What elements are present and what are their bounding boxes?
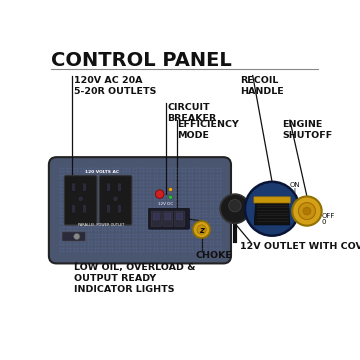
FancyBboxPatch shape bbox=[82, 183, 86, 192]
Polygon shape bbox=[254, 199, 290, 225]
Circle shape bbox=[245, 182, 299, 236]
Circle shape bbox=[197, 225, 206, 234]
Text: z: z bbox=[199, 226, 204, 235]
Circle shape bbox=[168, 188, 172, 192]
FancyBboxPatch shape bbox=[254, 197, 290, 203]
FancyBboxPatch shape bbox=[117, 204, 121, 213]
FancyBboxPatch shape bbox=[72, 204, 76, 213]
FancyBboxPatch shape bbox=[64, 176, 97, 225]
Text: EFFICIENCY
MODE: EFFICIENCY MODE bbox=[177, 120, 238, 140]
Text: 12V OUTLET WITH COVER: 12V OUTLET WITH COVER bbox=[239, 242, 360, 251]
FancyBboxPatch shape bbox=[99, 176, 132, 225]
FancyBboxPatch shape bbox=[107, 183, 111, 192]
Text: CIRCUIT
BREAKER: CIRCUIT BREAKER bbox=[167, 103, 217, 123]
Text: OFF
0: OFF 0 bbox=[322, 213, 335, 225]
Text: ON
I: ON I bbox=[289, 182, 300, 194]
Text: CHOKE: CHOKE bbox=[195, 251, 232, 260]
Circle shape bbox=[156, 190, 164, 198]
Circle shape bbox=[303, 207, 311, 215]
FancyBboxPatch shape bbox=[72, 183, 76, 192]
Circle shape bbox=[229, 199, 241, 212]
Circle shape bbox=[168, 195, 172, 199]
Circle shape bbox=[74, 233, 80, 239]
Circle shape bbox=[292, 197, 322, 226]
FancyBboxPatch shape bbox=[175, 211, 185, 226]
FancyBboxPatch shape bbox=[151, 211, 161, 226]
FancyBboxPatch shape bbox=[148, 208, 189, 229]
Circle shape bbox=[193, 221, 210, 238]
FancyBboxPatch shape bbox=[82, 204, 86, 213]
Circle shape bbox=[78, 196, 84, 202]
Text: PARALLEL POWER OUTLET: PARALLEL POWER OUTLET bbox=[78, 224, 125, 228]
Circle shape bbox=[113, 196, 118, 202]
Text: ENGINE
SHUTOFF: ENGINE SHUTOFF bbox=[282, 120, 332, 140]
FancyBboxPatch shape bbox=[49, 157, 231, 264]
Text: CONTROL PANEL: CONTROL PANEL bbox=[51, 51, 232, 70]
FancyBboxPatch shape bbox=[153, 213, 159, 220]
FancyBboxPatch shape bbox=[163, 211, 173, 226]
FancyBboxPatch shape bbox=[62, 232, 85, 241]
FancyBboxPatch shape bbox=[165, 213, 171, 220]
FancyBboxPatch shape bbox=[176, 213, 183, 220]
FancyBboxPatch shape bbox=[107, 204, 111, 213]
Text: 12V DC: 12V DC bbox=[158, 202, 173, 206]
FancyBboxPatch shape bbox=[117, 183, 121, 192]
Text: 120V AC 20A
5-20R OUTLETS: 120V AC 20A 5-20R OUTLETS bbox=[74, 76, 156, 96]
Text: 120 VOLTS AC: 120 VOLTS AC bbox=[85, 170, 119, 174]
Circle shape bbox=[298, 203, 315, 220]
Circle shape bbox=[220, 194, 249, 223]
Text: LOW OIL, OVERLOAD &
OUTPUT READY
INDICATOR LIGHTS: LOW OIL, OVERLOAD & OUTPUT READY INDICAT… bbox=[75, 263, 196, 294]
Text: RECOIL
HANDLE: RECOIL HANDLE bbox=[240, 76, 284, 96]
